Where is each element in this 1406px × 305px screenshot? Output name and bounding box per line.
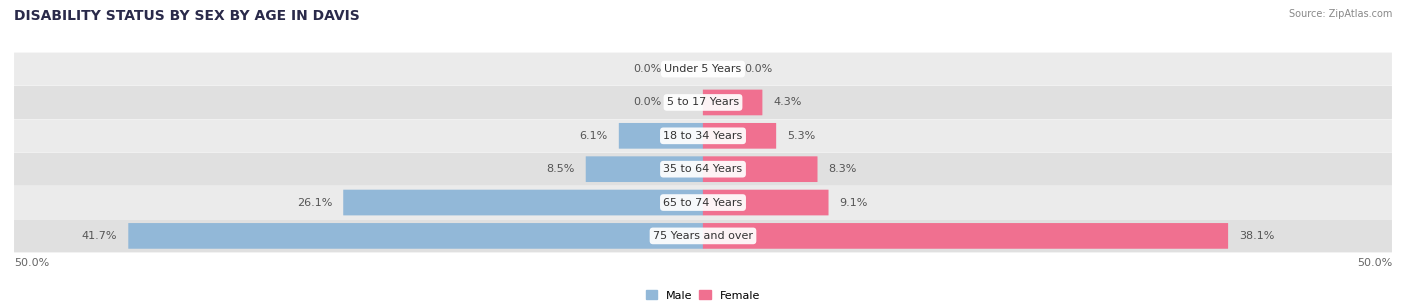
Text: 75 Years and over: 75 Years and over — [652, 231, 754, 241]
Text: 9.1%: 9.1% — [839, 198, 868, 207]
FancyBboxPatch shape — [586, 156, 703, 182]
Text: 0.0%: 0.0% — [634, 98, 662, 107]
FancyBboxPatch shape — [703, 223, 1227, 249]
Text: DISABILITY STATUS BY SEX BY AGE IN DAVIS: DISABILITY STATUS BY SEX BY AGE IN DAVIS — [14, 9, 360, 23]
Text: 65 to 74 Years: 65 to 74 Years — [664, 198, 742, 207]
Text: 5 to 17 Years: 5 to 17 Years — [666, 98, 740, 107]
FancyBboxPatch shape — [14, 52, 1392, 86]
FancyBboxPatch shape — [619, 123, 703, 149]
FancyBboxPatch shape — [14, 86, 1392, 119]
Text: 41.7%: 41.7% — [82, 231, 117, 241]
FancyBboxPatch shape — [14, 219, 1392, 253]
FancyBboxPatch shape — [703, 156, 817, 182]
FancyBboxPatch shape — [343, 190, 703, 215]
Text: 38.1%: 38.1% — [1239, 231, 1274, 241]
FancyBboxPatch shape — [14, 153, 1392, 186]
Text: Source: ZipAtlas.com: Source: ZipAtlas.com — [1288, 9, 1392, 19]
Text: 18 to 34 Years: 18 to 34 Years — [664, 131, 742, 141]
Text: 0.0%: 0.0% — [634, 64, 662, 74]
Text: 0.0%: 0.0% — [744, 64, 772, 74]
Text: 26.1%: 26.1% — [297, 198, 332, 207]
Text: Under 5 Years: Under 5 Years — [665, 64, 741, 74]
Text: 8.3%: 8.3% — [828, 164, 856, 174]
FancyBboxPatch shape — [703, 90, 762, 115]
Text: 5.3%: 5.3% — [787, 131, 815, 141]
FancyBboxPatch shape — [128, 223, 703, 249]
Legend: Male, Female: Male, Female — [647, 290, 759, 301]
Text: 4.3%: 4.3% — [773, 98, 801, 107]
FancyBboxPatch shape — [703, 190, 828, 215]
FancyBboxPatch shape — [14, 119, 1392, 152]
Text: 35 to 64 Years: 35 to 64 Years — [664, 164, 742, 174]
FancyBboxPatch shape — [14, 186, 1392, 219]
Text: 50.0%: 50.0% — [14, 258, 49, 267]
FancyBboxPatch shape — [703, 123, 776, 149]
Text: 6.1%: 6.1% — [579, 131, 607, 141]
Text: 50.0%: 50.0% — [1357, 258, 1392, 267]
Text: 8.5%: 8.5% — [547, 164, 575, 174]
